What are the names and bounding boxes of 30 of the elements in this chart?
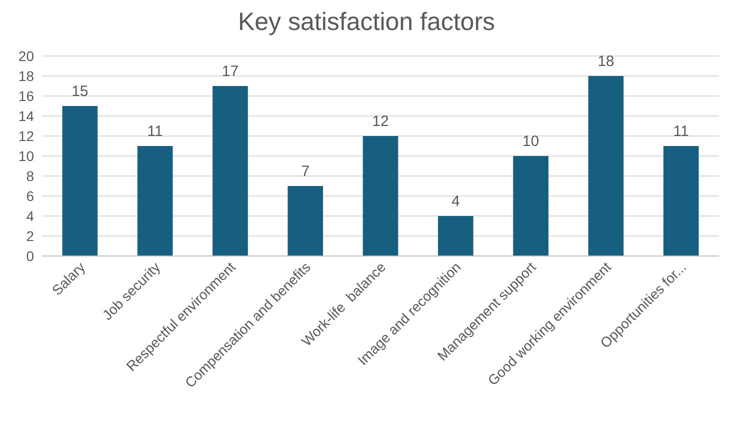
data-label: 4 <box>451 193 460 210</box>
data-label: 11 <box>147 123 163 140</box>
bar <box>137 146 173 256</box>
chart-title: Key satisfaction factors <box>238 8 496 36</box>
y-tick-label: 16 <box>18 88 34 104</box>
bar <box>362 136 398 256</box>
bar <box>588 76 624 256</box>
bar <box>288 186 324 256</box>
data-label: 11 <box>673 123 689 140</box>
bar <box>62 106 98 256</box>
y-tick-label: 4 <box>26 208 34 224</box>
data-label: 10 <box>522 133 540 150</box>
bar <box>663 146 699 256</box>
data-label: 12 <box>372 113 389 130</box>
y-tick-label: 14 <box>18 108 34 124</box>
y-tick-label: 0 <box>26 248 34 264</box>
y-tick-label: 10 <box>18 148 34 164</box>
data-label: 17 <box>222 63 239 80</box>
y-tick-label: 8 <box>26 168 34 184</box>
y-tick-label: 2 <box>26 228 34 244</box>
bar <box>438 216 474 256</box>
data-label: 7 <box>301 163 310 180</box>
y-tick-label: 18 <box>18 68 34 84</box>
bar <box>212 86 248 256</box>
data-label: 15 <box>72 83 88 100</box>
y-tick-label: 12 <box>18 128 34 144</box>
y-tick-label: 20 <box>18 48 34 64</box>
bar <box>513 156 548 256</box>
y-tick-label: 6 <box>26 188 34 204</box>
data-label: 18 <box>598 53 614 70</box>
